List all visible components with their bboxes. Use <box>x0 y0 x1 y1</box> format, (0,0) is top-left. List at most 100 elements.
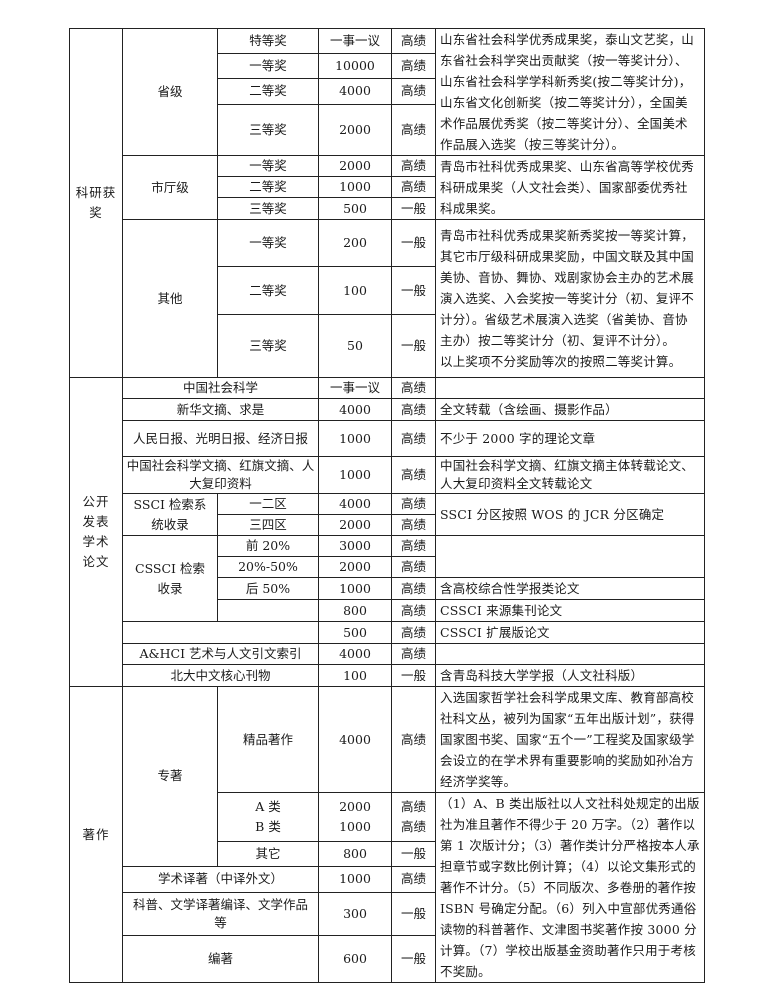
type: 高绩 <box>391 643 436 665</box>
score: 10000 <box>318 52 392 79</box>
sub: 20%-50% <box>217 556 319 578</box>
table-row: 学术译著（中译外文） 1000 高绩 <box>70 865 705 893</box>
table-row: CSSCI 检索收录 前 20% 3000 高绩 <box>70 535 705 622</box>
journal: 北大中文核心刊物 <box>122 664 319 687</box>
note: 青岛市社科优秀成果奖、山东省高等学校优秀科研成果奖（人文社会类）、国家部委优秀社… <box>435 155 705 220</box>
table-row: 其他 一等奖 200 一般 青岛市社科优秀成果奖新秀奖按一等奖计算，其它市厅级科… <box>70 219 705 378</box>
sub: 其它 <box>217 841 319 867</box>
type: 高绩 <box>391 535 436 557</box>
score: 800 <box>318 841 392 867</box>
work-type: 科普、文学译著编译、文学作品等 <box>122 891 319 937</box>
score: 1000 <box>318 176 392 198</box>
type: 高绩 <box>391 556 436 578</box>
note <box>435 377 705 399</box>
grade: 一等奖 <box>217 219 319 267</box>
category-research-awards: 科研获奖 <box>69 28 123 378</box>
score: 4000 <box>318 398 392 421</box>
table-row: 新华文摘、求是 4000 高绩 全文转载（含绘画、摄影作品） <box>70 398 705 421</box>
note: （1）A、B 类出版社以人文社科处规定的出版社为准且著作不得少于 20 万字。（… <box>435 792 705 983</box>
type: 一般 <box>391 891 436 937</box>
type: 高绩 <box>391 493 436 515</box>
score: 600 <box>318 935 392 983</box>
score: 2000 <box>318 514 392 536</box>
cssci-label: CSSCI 检索收录 <box>122 535 218 622</box>
type: 高绩 <box>391 52 436 79</box>
score: 500 <box>318 197 392 220</box>
sub <box>217 599 319 622</box>
type: 高绩 <box>391 577 436 600</box>
score-b: 1000 <box>339 819 371 835</box>
note: 含青岛科技大学学报（人文社科版） <box>435 664 705 687</box>
table-row: 后 50% 1000 高绩 含高校综合性学报类论文 <box>70 577 705 600</box>
type: 高绩 <box>391 398 436 421</box>
type: 一般 <box>391 266 436 315</box>
score: 一事一议 <box>318 28 392 54</box>
table-row: 二等奖 1000 高绩 <box>70 176 705 198</box>
table-row: 公开发表学术论文 中国社会科学 一事一议 高绩 <box>69 377 705 687</box>
note: 含高校综合性学报类论文 <box>435 577 705 600</box>
grade: 二等奖 <box>217 176 319 198</box>
grade: 三等奖 <box>217 314 319 378</box>
score: 200 <box>318 219 392 267</box>
table-row: 500 高绩 CSSCI 扩展版论文 <box>70 621 705 644</box>
note-empty <box>435 535 705 578</box>
table-row: 三等奖 50 一般 <box>70 314 705 378</box>
sub-b: B 类 <box>255 819 281 835</box>
score: 50 <box>318 314 392 378</box>
type: 高绩 <box>391 599 436 622</box>
sub-a: A 类 <box>255 799 281 815</box>
work-type: 编著 <box>122 935 319 983</box>
grade: 三等奖 <box>217 103 319 157</box>
table-row: 一等奖 10000 高绩 <box>70 52 705 79</box>
score: 1000 <box>318 456 392 494</box>
type: 高绩 <box>391 420 436 457</box>
table-row: 科研获奖 省级 特等奖 一事一议 高绩 山东省社会科学优秀成果奖，泰山文艺奖，山… <box>69 28 705 378</box>
type: 高绩 <box>391 456 436 494</box>
sub: 精品著作 <box>217 686 319 793</box>
table-row: 三等奖 500 一般 <box>70 197 705 220</box>
score: 4000 <box>318 493 392 515</box>
category-papers: 公开发表学术论文 <box>69 377 123 687</box>
score: 2000 <box>318 556 392 578</box>
type: 一般 <box>391 314 436 378</box>
note: SSCI 分区按照 WOS 的 JCR 分区确定 <box>435 493 705 536</box>
note-text: 青岛市社科优秀成果奖新秀奖按一等奖计算，其它市厅级科研成果奖励，中国文联及其中国… <box>440 228 695 348</box>
score: 一事一议 <box>318 377 392 399</box>
score: 4000 <box>318 686 392 793</box>
note: 入选国家哲学社会科学成果文库、教育部高校社科文丛，被列为国家“五年出版计划”，获… <box>435 686 705 793</box>
sub: 一二区 <box>217 493 319 515</box>
journal: 中国社会科学 <box>122 377 319 399</box>
note: 全文转载（含绘画、摄影作品） <box>435 398 705 421</box>
level-municipal: 市厅级 <box>122 155 218 220</box>
type: 一般 <box>391 219 436 267</box>
table-row: 中国社会科学文摘、红旗文摘、人大复印资料 1000 高绩 中国社会科学文摘、红旗… <box>70 456 705 494</box>
type: 一般 <box>391 841 436 867</box>
grade: 三等奖 <box>217 197 319 220</box>
journal: A&HCI 艺术与人文引文索引 <box>122 643 319 665</box>
note-text: 以上奖项不分奖励等次的按照二等奖计算。 <box>440 354 682 369</box>
type-b: 高绩 <box>400 819 426 835</box>
sub: 三四区 <box>217 514 319 536</box>
table-row: 人民日报、光明日报、经济日报 1000 高绩 不少于 2000 字的理论文章 <box>70 420 705 457</box>
type: 高绩 <box>391 176 436 198</box>
type: 高绩 <box>391 77 436 105</box>
score: 800 <box>318 599 392 622</box>
table-row: 市厅级 一等奖 2000 高绩 青岛市社科优秀成果奖、山东省高等学校优秀科研成果… <box>70 155 705 220</box>
type-a: 高绩 <box>400 799 426 815</box>
table-row: SSCI 检索系统收录 一二区 4000 高绩 SSCI 分区按照 WOS 的 … <box>70 493 705 536</box>
score: 1000 <box>318 420 392 457</box>
type: 高绩 <box>391 686 436 793</box>
monograph-label: 专著 <box>122 686 218 867</box>
note: 不少于 2000 字的理论文章 <box>435 420 705 457</box>
level-other: 其他 <box>122 219 218 378</box>
table-row: 著作 专著 精品著作 4000 高绩 入选国家哲学社会科学成果文库、教育部高校社… <box>69 686 705 983</box>
note: 中国社会科学文摘、红旗文摘主体转载论文、人大复印资料全文转载论文 <box>435 456 705 494</box>
note <box>435 643 705 665</box>
type: 高绩 <box>391 155 436 177</box>
type: 高绩 高绩 <box>391 791 436 843</box>
table-row: 三等奖 2000 高绩 <box>70 103 705 157</box>
type: 高绩 <box>391 621 436 644</box>
score: 1000 <box>318 865 392 893</box>
table-row: A&HCI 艺术与人文引文索引 4000 高绩 <box>70 643 705 665</box>
score: 100 <box>318 664 392 687</box>
